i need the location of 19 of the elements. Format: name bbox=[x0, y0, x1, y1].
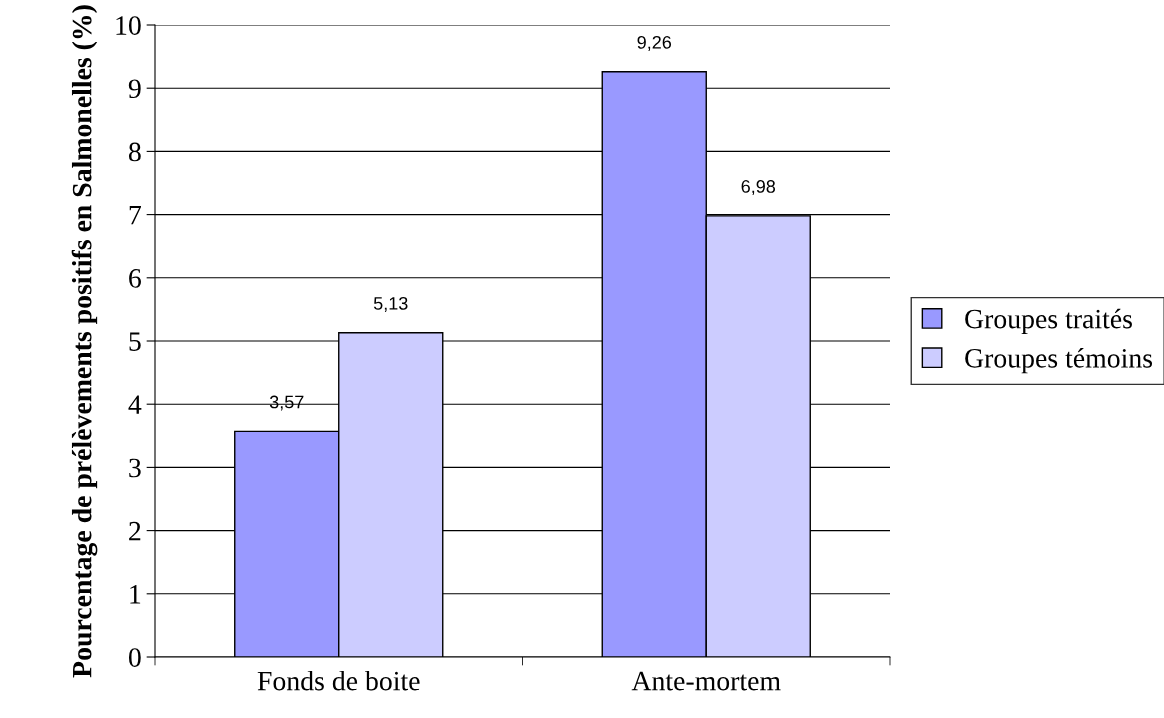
y-tick-label: 2 bbox=[129, 521, 141, 541]
y-tick-label: 4 bbox=[128, 395, 142, 414]
y-tick-label: 3 bbox=[129, 458, 141, 478]
y-tick-label: 1 bbox=[130, 585, 141, 604]
x-tick-label: Fonds de boite bbox=[257, 670, 420, 691]
legend-label: Groupes témoins bbox=[965, 348, 1153, 374]
y-axis-title: Pourcentage de prélèvements positifs en Salmonelles (%) bbox=[71, 5, 98, 678]
y-tick-label: 8 bbox=[128, 142, 141, 162]
data-label: 5,13 bbox=[373, 296, 408, 312]
y-tick-label: 10 bbox=[116, 16, 141, 35]
y-tick-label: 6 bbox=[129, 269, 141, 288]
y-tick-label: 5 bbox=[129, 332, 141, 351]
y-tick-label: 7 bbox=[129, 206, 142, 225]
x-tick-label: Ante-mortem bbox=[631, 671, 781, 691]
data-label: 9,26 bbox=[637, 35, 672, 51]
y-tick-label: 0 bbox=[128, 648, 141, 667]
data-label: 6,98 bbox=[741, 180, 776, 195]
legend-label: Groupes traités bbox=[965, 308, 1132, 335]
y-tick-label: 9 bbox=[128, 79, 141, 99]
